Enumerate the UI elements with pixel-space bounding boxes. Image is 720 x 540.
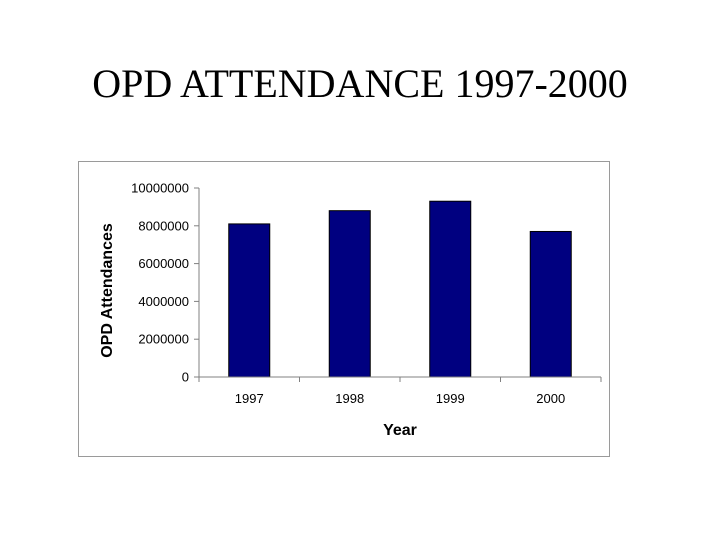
bar-1999 [429,200,472,378]
y-tick-label: 10000000 [131,181,189,196]
y-axis-ticks: 0 2000000 4000000 6000000 8000000 10000000 [131,181,199,385]
x-tick-label: 1999 [436,391,465,406]
slide-title: OPD ATTENDANCE 1997-2000 [92,61,628,106]
bar-1997 [228,223,271,378]
y-axis-title: OPD Attendances [99,223,116,358]
bar-chart: 0 2000000 4000000 6000000 8000000 10000000 19… [99,181,602,439]
y-tick-label: 0 [182,370,189,385]
y-tick-label: 8000000 [138,218,189,233]
bars [228,200,572,378]
bar-1998 [328,210,371,378]
x-tick-label: 1998 [335,391,364,406]
y-tick-label: 2000000 [138,332,189,347]
y-tick-label: 6000000 [138,256,189,271]
x-tick-label: 2000 [536,391,565,406]
x-tick-label: 1997 [235,391,264,406]
bar-2000 [529,230,572,378]
x-axis-title: Year [383,422,417,439]
chart-frame: 0 2000000 4000000 6000000 8000000 10000000 19… [78,161,610,457]
y-tick-label: 4000000 [138,294,189,309]
x-axis-ticks: 1997 1998 1999 2000 [198,377,602,406]
